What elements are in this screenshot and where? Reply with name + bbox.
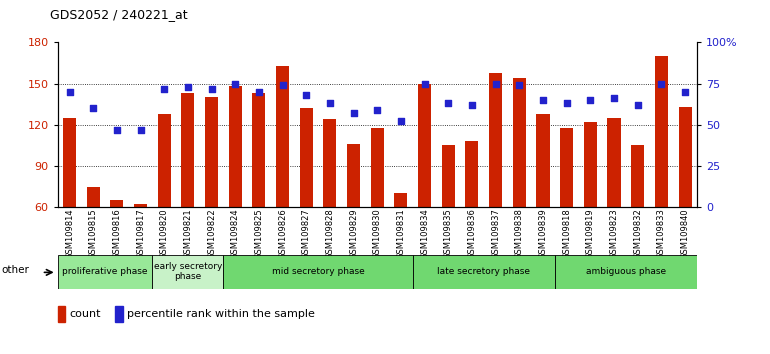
Bar <box>654 56 668 207</box>
Point <box>561 101 573 106</box>
Point <box>300 92 313 98</box>
Bar <box>87 187 100 207</box>
Bar <box>466 141 478 207</box>
Bar <box>631 145 644 207</box>
Bar <box>229 86 242 207</box>
Bar <box>555 255 697 289</box>
Bar <box>152 255 223 289</box>
Bar <box>58 306 65 322</box>
Text: GDS2052 / 240221_at: GDS2052 / 240221_at <box>50 8 188 21</box>
Point <box>158 86 170 91</box>
Bar <box>584 122 597 207</box>
Point <box>371 107 383 113</box>
Point <box>135 127 147 132</box>
Bar <box>223 255 413 289</box>
Bar <box>276 66 289 207</box>
Point <box>608 96 620 101</box>
Bar <box>58 255 152 289</box>
Point <box>395 119 407 124</box>
Text: early secretory
phase: early secretory phase <box>154 262 222 281</box>
Point <box>182 84 194 90</box>
Bar <box>537 114 550 207</box>
Text: proliferative phase: proliferative phase <box>62 267 148 276</box>
Text: percentile rank within the sample: percentile rank within the sample <box>127 309 315 319</box>
Point <box>631 102 644 108</box>
Bar <box>678 107 691 207</box>
Bar <box>63 118 76 207</box>
Point <box>111 127 123 132</box>
Bar <box>608 118 621 207</box>
Bar <box>158 114 171 207</box>
Point <box>442 101 454 106</box>
Bar <box>134 204 147 207</box>
Point <box>253 89 265 95</box>
Point <box>679 89 691 95</box>
Bar <box>413 255 555 289</box>
Point <box>63 89 75 95</box>
Text: late secretory phase: late secretory phase <box>437 267 531 276</box>
Point <box>513 82 525 88</box>
Point <box>87 105 99 111</box>
Bar <box>116 306 123 322</box>
Bar <box>300 108 313 207</box>
Point <box>584 97 597 103</box>
Point <box>229 81 242 86</box>
Point <box>655 81 668 86</box>
Text: other: other <box>2 265 29 275</box>
Text: ambiguous phase: ambiguous phase <box>586 267 666 276</box>
Bar <box>323 119 336 207</box>
Point <box>276 82 289 88</box>
Bar <box>110 200 123 207</box>
Text: count: count <box>69 309 101 319</box>
Bar <box>513 78 526 207</box>
Bar <box>394 193 407 207</box>
Bar <box>442 145 455 207</box>
Point <box>206 86 218 91</box>
Bar <box>371 127 383 207</box>
Bar <box>205 97 218 207</box>
Text: mid secretory phase: mid secretory phase <box>272 267 364 276</box>
Bar <box>253 93 266 207</box>
Point <box>466 102 478 108</box>
Bar <box>418 84 431 207</box>
Point <box>324 101 336 106</box>
Point <box>418 81 430 86</box>
Point <box>490 81 502 86</box>
Bar <box>560 127 573 207</box>
Point <box>537 97 549 103</box>
Bar <box>347 144 360 207</box>
Bar <box>182 93 195 207</box>
Bar <box>489 73 502 207</box>
Point <box>347 110 360 116</box>
